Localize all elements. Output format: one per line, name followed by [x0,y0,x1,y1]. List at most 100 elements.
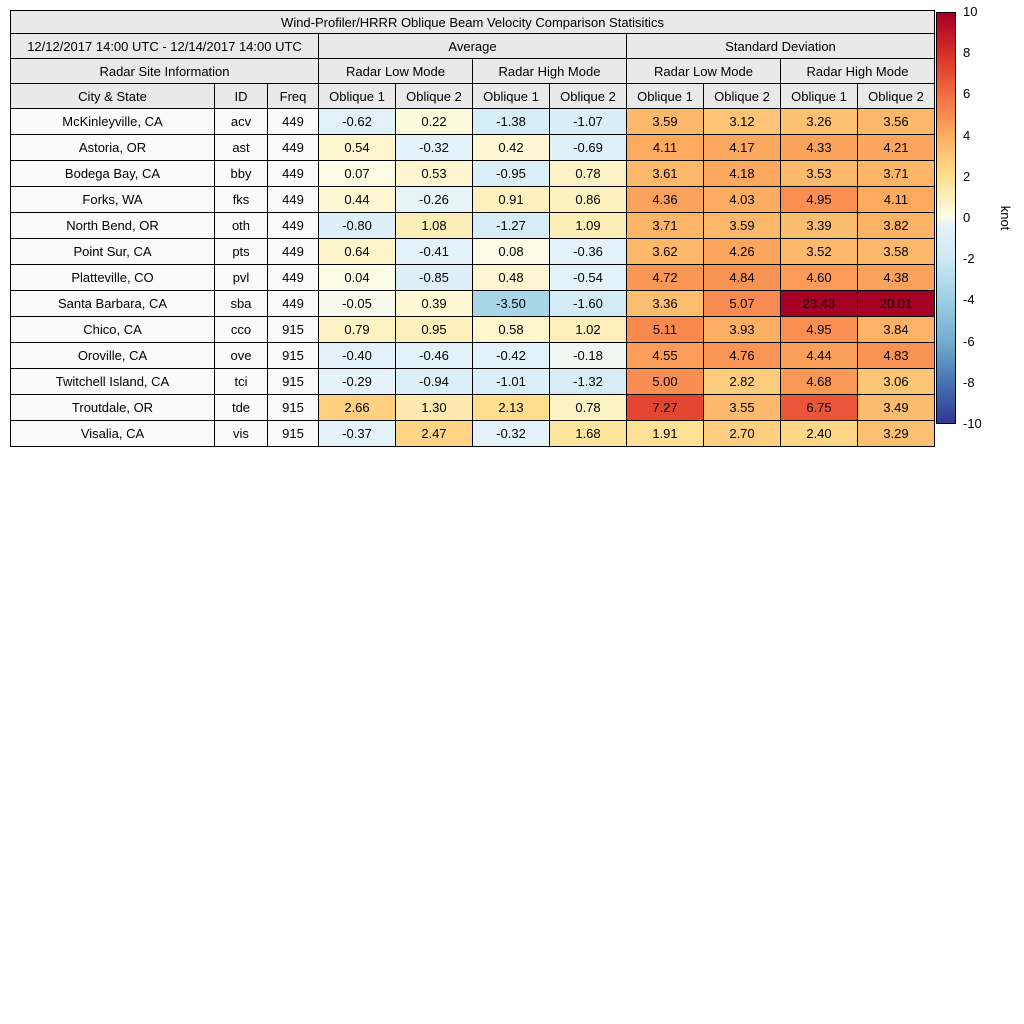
site-id-cell: ast [214,134,268,161]
value-cell: 2.82 [703,368,781,395]
value-cell: 4.60 [780,264,858,291]
col-header-oblique1: Oblique 1 [626,83,704,109]
table-row: McKinleyville, CA acv 449 -0.62 0.22 -1.38 -1.… [10,108,935,135]
title-row: Wind-Profiler/HRRR Oblique Beam Velocity… [10,10,935,34]
table-row: Point Sur, CA pts 449 0.64 -0.41 0.08 -0.36 3.6… [10,238,935,265]
value-cell: 3.26 [780,108,858,135]
value-cell: 4.26 [703,238,781,265]
value-cell: 4.55 [626,342,704,369]
value-cell: 1.02 [549,316,627,343]
value-cell: -0.62 [318,108,396,135]
freq-cell: 449 [267,238,319,265]
value-cell: 0.95 [395,316,473,343]
site-id-cell: bby [214,160,268,187]
group-header-standard-deviation: Standard Deviation [626,33,935,59]
value-cell: 4.18 [703,160,781,187]
value-cell: -0.32 [472,420,550,447]
value-cell: 2.66 [318,394,396,421]
value-cell: -0.05 [318,290,396,317]
value-cell: 3.29 [857,420,935,447]
value-cell: 3.71 [626,212,704,239]
table-row: Astoria, OR ast 449 0.54 -0.32 0.42 -0.69 4.11 4… [10,134,935,161]
date-range: 12/12/2017 14:00 UTC - 12/14/2017 14:00 … [10,33,319,59]
value-cell: -0.46 [395,342,473,369]
column-header-row: City & State ID Freq Oblique 1 Oblique 2… [10,83,935,109]
col-header-city-state: City & State [10,83,215,109]
city-cell: Astoria, OR [10,134,215,161]
city-cell: Twitchell Island, CA [10,368,215,395]
colorbar-tick-label: 0 [963,210,971,225]
table-row: North Bend, OR oth 449 -0.80 1.08 -1.27 1.09 3.… [10,212,935,239]
value-cell: 7.27 [626,394,704,421]
freq-cell: 915 [267,316,319,343]
value-cell: 0.78 [549,160,627,187]
value-cell: 3.36 [626,290,704,317]
freq-cell: 915 [267,342,319,369]
col-header-oblique1: Oblique 1 [318,83,396,109]
value-cell: -0.85 [395,264,473,291]
value-cell: 0.22 [395,108,473,135]
city-cell: Oroville, CA [10,342,215,369]
freq-cell: 449 [267,264,319,291]
site-id-cell: cco [214,316,268,343]
freq-cell: 915 [267,368,319,395]
mode-header-std-low: Radar Low Mode [626,58,781,84]
site-id-cell: oth [214,212,268,239]
value-cell: 4.17 [703,134,781,161]
value-cell: 0.91 [472,186,550,213]
table-row: Bodega Bay, CA bby 449 0.07 0.53 -0.95 0.78 3.6… [10,160,935,187]
site-id-cell: sba [214,290,268,317]
site-id-cell: pts [214,238,268,265]
stats-table: Wind-Profiler/HRRR Oblique Beam Velocity… [10,10,935,447]
value-cell: -1.60 [549,290,627,317]
table-row: Visalia, CA vis 915 -0.37 2.47 -0.32 1.68 1.91 2… [10,420,935,447]
mode-header-row: Radar Site Information Radar Low Mode Ra… [10,58,935,84]
value-cell: 3.84 [857,316,935,343]
mode-header-avg-high: Radar High Mode [472,58,627,84]
value-cell: 2.70 [703,420,781,447]
value-cell: -0.36 [549,238,627,265]
colorbar-tick-label: -6 [963,333,975,349]
freq-cell: 449 [267,212,319,239]
value-cell: -0.94 [395,368,473,395]
value-cell: 2.40 [780,420,858,447]
value-cell: 4.84 [703,264,781,291]
freq-cell: 449 [267,108,319,135]
freq-cell: 449 [267,186,319,213]
freq-cell: 449 [267,134,319,161]
city-cell: Visalia, CA [10,420,215,447]
table-row: Platteville, CO pvl 449 0.04 -0.85 0.48 -0.54 4… [10,264,935,291]
value-cell: 4.21 [857,134,935,161]
value-cell: -1.01 [472,368,550,395]
value-cell: -0.42 [472,342,550,369]
group-header-row: 12/12/2017 14:00 UTC - 12/14/2017 14:00 … [10,33,935,59]
value-cell: 3.58 [857,238,935,265]
value-cell: 4.95 [780,316,858,343]
colorbar-tick-label: -8 [963,374,975,390]
value-cell: 4.36 [626,186,704,213]
city-cell: Point Sur, CA [10,238,215,265]
col-header-freq: Freq [267,83,319,109]
value-cell: 3.06 [857,368,935,395]
value-cell: 3.56 [857,108,935,135]
value-cell: -1.38 [472,108,550,135]
site-id-cell: tde [214,394,268,421]
value-cell: -0.69 [549,134,627,161]
freq-cell: 449 [267,290,319,317]
city-cell: Santa Barbara, CA [10,290,215,317]
value-cell: -0.80 [318,212,396,239]
value-cell: -1.27 [472,212,550,239]
value-cell: 4.03 [703,186,781,213]
value-cell: 1.68 [549,420,627,447]
mode-header-std-high: Radar High Mode [780,58,935,84]
value-cell: 5.00 [626,368,704,395]
value-cell: -3.50 [472,290,550,317]
site-id-cell: tci [214,368,268,395]
value-cell: -0.95 [472,160,550,187]
table-row: Twitchell Island, CA tci 915 -0.29 -0.94 -1.0… [10,368,935,395]
table-row: Troutdale, OR tde 915 2.66 1.30 2.13 0.78 7.27 3… [10,394,935,421]
value-cell: 0.08 [472,238,550,265]
value-cell: 0.39 [395,290,473,317]
freq-cell: 449 [267,160,319,187]
value-cell: 3.61 [626,160,704,187]
